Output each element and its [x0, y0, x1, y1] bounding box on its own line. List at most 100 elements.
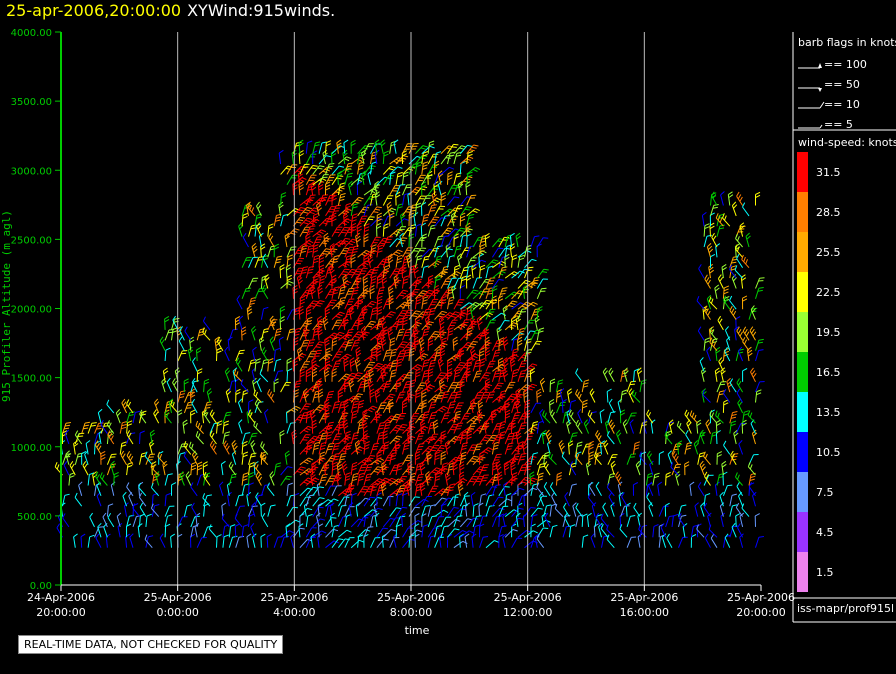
wind-barb-tick [251, 325, 256, 331]
wind-barb-tick [324, 404, 330, 409]
wind-barb [408, 536, 411, 548]
wind-barb-tick [268, 223, 274, 227]
wind-barb-tick [461, 145, 467, 148]
wind-barb [479, 516, 484, 528]
wind-barb-tick [344, 355, 350, 359]
wind-barb-tick [122, 453, 126, 459]
wind-barb [237, 402, 243, 414]
wind-barb-tick [311, 302, 317, 305]
wind-barb [216, 340, 224, 351]
wind-barb-tick [325, 187, 331, 191]
wind-barb-tick [154, 398, 159, 404]
wind-barb-tick [382, 487, 387, 492]
wind-barb-tick [318, 231, 324, 235]
wind-barb-tick [309, 342, 315, 344]
wind-barb-tick [243, 451, 249, 455]
wind-barb-tick [510, 467, 516, 471]
wind-barb-tick [415, 392, 421, 395]
wind-barb-tick [436, 467, 442, 470]
wind-barb-tick [454, 374, 460, 378]
wind-barb-tick [249, 412, 253, 418]
wind-barb [84, 454, 89, 465]
wind-barb [421, 256, 426, 268]
wind-barb-tick [322, 170, 328, 174]
wind-barb-tick [312, 386, 318, 390]
wind-barb-tick [374, 180, 379, 185]
wind-barb-tick [500, 393, 506, 396]
wind-barb-tick [420, 352, 426, 357]
wind-barb-tick [416, 479, 422, 482]
wind-barb-tick [365, 529, 371, 532]
wind-barb-tick [262, 443, 265, 449]
wind-barb-tick [470, 305, 475, 310]
wind-barb-tick [279, 267, 285, 271]
wind-barb-tick [224, 443, 229, 448]
wind-barb-tick [167, 514, 173, 517]
wind-barb-tick [129, 533, 134, 538]
wind-barb-tick [381, 142, 386, 147]
wind-barb [395, 507, 403, 517]
wind-barb-tick [519, 487, 525, 491]
wind-barb-tick [327, 499, 333, 503]
wind-barb [498, 320, 505, 331]
wind-barb-tick [328, 445, 334, 448]
wind-barb-tick [313, 215, 319, 219]
wind-barb-tick [355, 270, 361, 273]
wind-barb-tick [391, 348, 398, 351]
wind-barb-tick [312, 370, 318, 375]
wind-barb [434, 236, 439, 248]
wind-barb [427, 154, 434, 165]
wind-barb-tick [294, 330, 301, 333]
wind-barb-tick [342, 274, 348, 278]
wind-barb [434, 537, 440, 548]
wind-barb-tick [276, 258, 282, 261]
wind-barb-tick [370, 496, 376, 499]
wind-barb-tick [95, 533, 100, 539]
wind-barb-tick [357, 268, 363, 270]
wind-barb [447, 228, 456, 237]
wind-barb [374, 194, 378, 206]
wind-barb [447, 382, 454, 393]
wind-barb-tick [203, 471, 207, 477]
wind-barb-tick [447, 210, 453, 214]
wind-barb [460, 530, 470, 538]
wind-barb [434, 217, 442, 227]
wind-barb-tick [500, 431, 506, 434]
wind-barb-tick [498, 534, 504, 538]
wind-barb [402, 538, 410, 549]
wind-barb-tick [339, 406, 345, 409]
wind-barb-tick [299, 187, 304, 191]
wind-barb-tick [233, 445, 238, 451]
wind-barb-tick [495, 387, 501, 390]
wind-barb [399, 236, 403, 248]
wind-barb-tick [342, 336, 348, 341]
wind-barb-tick [318, 187, 324, 191]
wind-barb-tick [294, 312, 300, 316]
wind-barb-tick [418, 435, 424, 437]
wind-barb-tick [393, 359, 399, 362]
wind-barb-tick [332, 292, 339, 295]
wind-barb-tick [159, 336, 164, 342]
wind-barb-tick [337, 170, 343, 175]
wind-barb-tick [409, 538, 415, 541]
wind-barb-tick [361, 328, 367, 333]
wind-barb [267, 225, 270, 237]
wind-barb [395, 184, 401, 196]
wind-barb-tick [350, 360, 355, 364]
wind-barb-tick [498, 360, 504, 364]
wind-barb-tick [304, 331, 310, 336]
wind-barb-tick [440, 433, 446, 437]
wind-barb-tick [505, 412, 511, 416]
wind-barb-tick [503, 342, 509, 347]
wind-barb-tick [320, 447, 326, 450]
wind-barb-tick [168, 398, 174, 403]
wind-barb-tick [513, 291, 519, 295]
wind-barb-tick [339, 311, 345, 315]
wind-barb-tick [64, 424, 71, 427]
wind-barb-tick [339, 302, 345, 305]
wind-barb-tick [197, 368, 203, 372]
wind-barb [179, 475, 185, 486]
wind-barb-tick [74, 492, 78, 498]
wind-barb-tick [204, 329, 207, 335]
wind-barb-tick [421, 382, 427, 384]
